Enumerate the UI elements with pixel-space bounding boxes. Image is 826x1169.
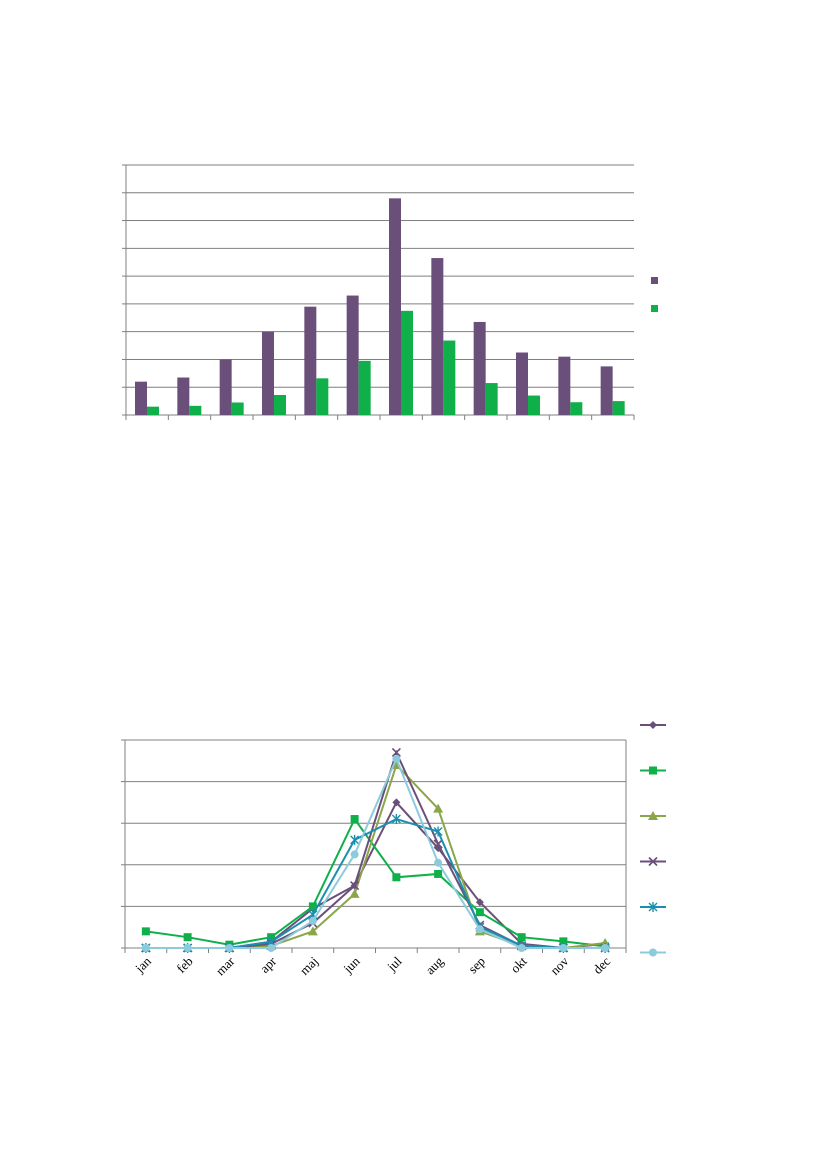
legend-marker xyxy=(648,811,658,820)
x-tick-label: dec xyxy=(590,953,614,977)
legend-marker xyxy=(649,721,657,729)
bar xyxy=(189,405,202,415)
x-tick-label: nov xyxy=(547,953,572,978)
point xyxy=(141,927,150,936)
bar xyxy=(431,258,444,415)
point xyxy=(267,944,276,952)
bar xyxy=(389,198,401,415)
bar xyxy=(612,401,625,415)
bar xyxy=(485,383,498,415)
point xyxy=(434,869,443,878)
point xyxy=(183,933,192,942)
x-tick-label: jun xyxy=(340,953,363,976)
series-line xyxy=(145,800,606,950)
point xyxy=(475,908,484,917)
x-tick-label: sep xyxy=(465,954,488,977)
x-tick-label: okt xyxy=(507,953,530,976)
series xyxy=(141,747,610,953)
point xyxy=(601,944,610,952)
legend-marker xyxy=(649,948,657,957)
point xyxy=(433,839,443,849)
line-chart: jan feb mar apr maj jun jul aug sep okt nov dec xyxy=(121,721,666,978)
bar xyxy=(558,356,571,415)
point xyxy=(475,925,484,934)
series-line xyxy=(145,817,606,948)
point xyxy=(517,944,526,952)
point xyxy=(475,898,484,907)
point xyxy=(307,926,318,936)
bar xyxy=(570,402,583,415)
point xyxy=(433,826,443,837)
point xyxy=(559,937,568,946)
legend-marker xyxy=(649,766,657,775)
series xyxy=(141,814,610,953)
point xyxy=(141,944,150,952)
series-line xyxy=(145,763,606,950)
bar xyxy=(600,366,613,415)
legend-marker xyxy=(651,277,658,284)
bar-chart xyxy=(122,164,658,420)
legend-marker xyxy=(648,856,658,867)
point xyxy=(350,850,359,859)
x-tick-label: jan xyxy=(131,953,154,976)
point xyxy=(308,902,317,911)
x-tick-label: mar xyxy=(213,953,238,978)
legend-marker xyxy=(648,902,658,912)
point xyxy=(434,858,443,867)
point xyxy=(308,916,317,925)
bar xyxy=(231,402,244,415)
bar xyxy=(346,295,359,415)
bar xyxy=(219,359,232,415)
series xyxy=(140,759,611,952)
bar xyxy=(274,395,286,415)
x-tick-label: jul xyxy=(383,953,404,974)
bar xyxy=(358,360,371,415)
point xyxy=(392,754,401,763)
point xyxy=(392,798,401,807)
point xyxy=(350,834,360,845)
bar xyxy=(516,352,528,415)
legend-marker xyxy=(651,305,658,312)
bar xyxy=(262,331,274,415)
bar xyxy=(443,340,456,415)
x-tick-label: aug xyxy=(422,953,446,977)
point xyxy=(183,944,192,952)
point xyxy=(517,933,526,942)
point xyxy=(391,814,401,825)
point xyxy=(392,873,401,882)
point xyxy=(350,815,359,824)
x-tick-label: feb xyxy=(173,954,195,976)
bar xyxy=(528,395,540,415)
point xyxy=(349,888,360,898)
bar xyxy=(316,378,329,415)
x-tick-label: apr xyxy=(257,953,280,976)
bar xyxy=(135,381,147,415)
series-line xyxy=(145,817,606,949)
series xyxy=(141,754,610,952)
bar xyxy=(147,406,159,415)
point xyxy=(559,944,568,952)
series-line xyxy=(145,756,606,949)
point xyxy=(391,747,401,758)
series xyxy=(141,815,610,951)
point xyxy=(350,881,360,891)
bar xyxy=(177,377,190,415)
bar xyxy=(473,321,486,415)
point xyxy=(225,944,234,952)
x-tick-label: maj xyxy=(297,954,321,978)
bar xyxy=(304,306,317,415)
point xyxy=(433,803,444,813)
bar xyxy=(401,310,413,415)
